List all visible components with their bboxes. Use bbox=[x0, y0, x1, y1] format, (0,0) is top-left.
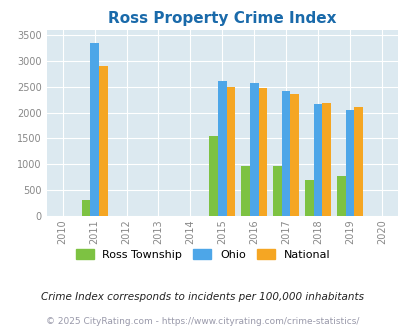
Bar bbox=[305, 181, 313, 216]
Bar bbox=[273, 166, 281, 216]
Bar bbox=[217, 82, 226, 216]
Bar bbox=[322, 103, 330, 216]
Bar bbox=[354, 107, 362, 216]
Bar bbox=[90, 43, 99, 216]
Bar bbox=[290, 94, 298, 216]
Bar bbox=[258, 88, 266, 216]
Bar bbox=[313, 104, 322, 216]
Bar bbox=[336, 176, 345, 216]
Bar bbox=[81, 200, 90, 216]
Bar bbox=[226, 87, 234, 216]
Bar bbox=[209, 136, 217, 216]
Bar bbox=[281, 91, 290, 216]
Title: Ross Property Crime Index: Ross Property Crime Index bbox=[108, 11, 336, 26]
Text: Crime Index corresponds to incidents per 100,000 inhabitants: Crime Index corresponds to incidents per… bbox=[41, 292, 364, 302]
Bar bbox=[99, 66, 107, 216]
Bar bbox=[241, 166, 249, 216]
Bar bbox=[345, 111, 354, 216]
Legend: Ross Township, Ohio, National: Ross Township, Ohio, National bbox=[76, 249, 329, 260]
Text: © 2025 CityRating.com - https://www.cityrating.com/crime-statistics/: © 2025 CityRating.com - https://www.city… bbox=[46, 317, 359, 326]
Bar bbox=[249, 82, 258, 216]
